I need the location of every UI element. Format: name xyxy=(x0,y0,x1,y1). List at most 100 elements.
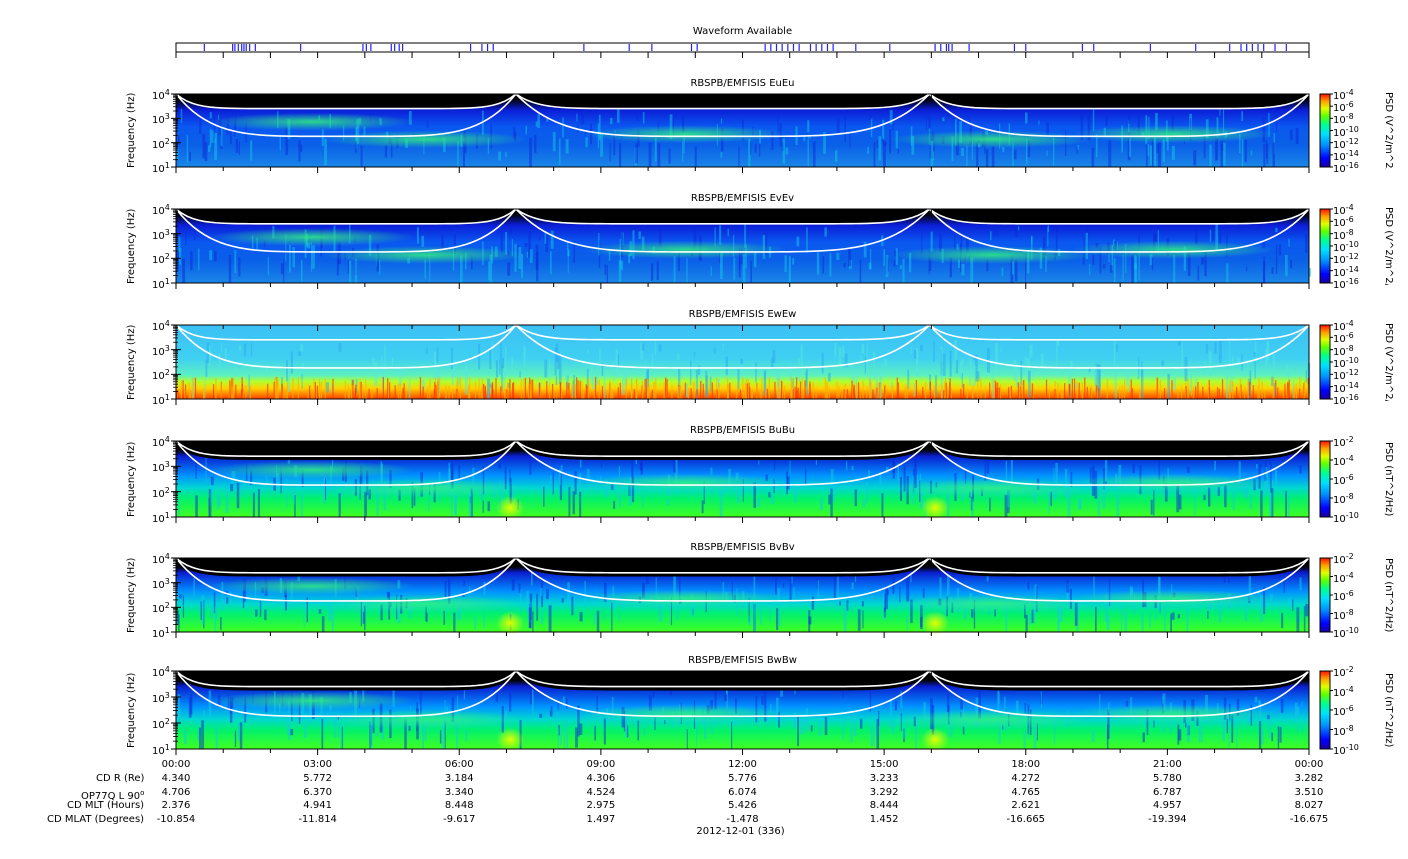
spectrogram-texture xyxy=(1241,111,1244,122)
spectrogram-texture xyxy=(201,595,204,625)
spectrogram-texture xyxy=(798,357,800,382)
hotspot xyxy=(921,611,950,636)
spectrogram-texture xyxy=(961,373,963,388)
spectrogram-texture xyxy=(238,345,242,350)
spectrogram-texture xyxy=(1171,380,1173,399)
spectrogram-texture xyxy=(1258,699,1261,707)
spectrogram-texture xyxy=(235,384,237,399)
spectrogram-texture xyxy=(381,723,384,740)
spectrogram-texture xyxy=(859,259,862,283)
spectrogram-texture xyxy=(733,257,736,280)
spectrogram-texture xyxy=(750,141,752,155)
spectrogram-texture xyxy=(1139,389,1141,399)
spectrogram-texture xyxy=(451,388,454,399)
spectrogram-texture xyxy=(1128,112,1130,124)
spectrogram-texture xyxy=(182,258,186,283)
spectrogram-texture xyxy=(628,253,631,264)
spectrogram-texture xyxy=(818,716,822,736)
spectrogram-texture xyxy=(560,728,562,746)
spectrogram-texture xyxy=(1157,576,1161,599)
spectrogram-texture xyxy=(1132,464,1135,474)
spectrogram-texture xyxy=(1122,254,1124,281)
spectrogram-texture xyxy=(1000,348,1002,353)
spectrogram-texture xyxy=(499,359,501,375)
spectrogram-texture xyxy=(1082,256,1085,265)
y-tick-label: 102 xyxy=(152,601,170,616)
emission-band xyxy=(209,460,414,479)
spectrogram-texture xyxy=(188,382,190,399)
spectrogram-texture xyxy=(1153,137,1157,166)
spectrogram-texture xyxy=(1225,369,1229,399)
spectrogram-texture xyxy=(854,575,857,582)
spectrogram-texture xyxy=(352,379,354,399)
spectrogram-texture xyxy=(379,260,381,276)
spectrogram-texture xyxy=(754,144,757,153)
spectrogram-texture xyxy=(1195,377,1197,390)
spectrogram-texture xyxy=(686,729,688,749)
spectrogram-texture xyxy=(428,497,430,513)
spectrogram-texture xyxy=(1048,387,1051,399)
spectrogram-texture xyxy=(802,713,806,734)
spectrogram-texture xyxy=(192,377,194,399)
spectrogram-texture xyxy=(1167,373,1171,399)
colorbar-tick-label: 10-8 xyxy=(1333,112,1354,127)
spectrogram-texture xyxy=(212,384,215,399)
spectrogram-texture xyxy=(1307,384,1309,399)
spectrogram-texture xyxy=(568,382,570,399)
spectrogram-texture xyxy=(567,250,570,257)
spectrogram-texture xyxy=(245,385,247,399)
spectrogram-texture xyxy=(596,610,600,632)
spectrogram-texture xyxy=(999,384,1002,399)
spectrogram-texture xyxy=(908,381,910,388)
colorbar-tick-label: 10-10 xyxy=(1333,743,1359,757)
spectrogram-texture xyxy=(275,377,277,399)
spectrogram-texture xyxy=(300,343,304,352)
spectrogram-texture xyxy=(220,382,222,399)
spectrogram-texture xyxy=(528,231,532,258)
spectrogram-texture xyxy=(184,729,187,745)
spectrogram-texture xyxy=(201,720,205,749)
spectrogram-texture xyxy=(1055,463,1058,488)
y-tick-label: 104 xyxy=(152,319,170,333)
spectrogram-texture xyxy=(217,114,220,121)
spectrogram-texture xyxy=(567,582,570,604)
spectrogram-texture xyxy=(1219,108,1221,116)
spectrogram-texture xyxy=(1034,489,1037,504)
spectrogram-texture xyxy=(642,582,645,598)
spectrogram-texture xyxy=(273,381,275,399)
emission-band xyxy=(323,479,528,498)
spectrogram-texture xyxy=(550,230,554,249)
spectrogram-texture xyxy=(716,377,718,399)
spectrogram-texture xyxy=(1295,127,1299,144)
spectrogram-texture xyxy=(208,145,211,152)
spectrogram-texture xyxy=(220,127,223,147)
spectrogram-texture xyxy=(935,375,937,397)
spectrogram-texture xyxy=(546,117,549,122)
spectrogram-texture xyxy=(362,611,365,624)
spectrogram-texture xyxy=(870,382,872,399)
spectrogram-texture xyxy=(504,466,507,490)
spectrogram-texture xyxy=(1280,698,1284,713)
spectrogram-texture xyxy=(566,241,569,250)
y-axis-label: Frequency (Hz) xyxy=(126,92,137,168)
spectrogram-texture xyxy=(259,600,262,617)
spectrogram-texture xyxy=(791,380,793,399)
spectrogram-texture xyxy=(1026,138,1028,165)
spectrogram-texture xyxy=(1254,360,1256,380)
spectrogram-texture xyxy=(204,378,206,399)
spectrogram-texture xyxy=(1020,360,1023,386)
colorbar xyxy=(1319,440,1331,518)
spectrogram-texture xyxy=(839,601,842,606)
spectrogram-texture xyxy=(419,704,421,715)
spectrogram-texture xyxy=(1284,383,1286,399)
spectrogram-texture xyxy=(1056,339,1058,369)
spectrogram-texture xyxy=(815,387,817,399)
spectrogram-texture xyxy=(594,725,597,741)
spectrogram-texture xyxy=(786,476,790,490)
spectrogram-texture xyxy=(886,590,889,595)
spectrogram-texture xyxy=(1197,382,1199,399)
spectrogram-texture xyxy=(1025,253,1027,283)
spectrogram-texture xyxy=(180,380,183,399)
spectrogram-texture xyxy=(439,730,442,744)
spectrogram-texture xyxy=(1066,583,1069,604)
